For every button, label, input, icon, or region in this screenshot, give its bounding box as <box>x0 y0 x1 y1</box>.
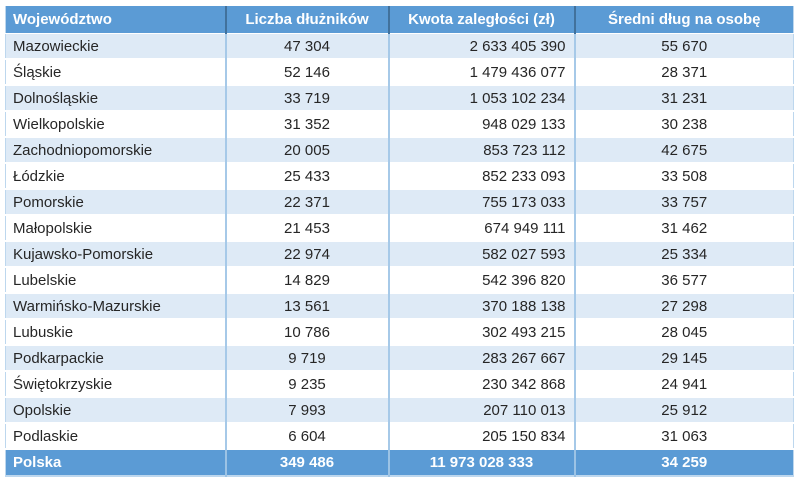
table-row: Świętokrzyskie 9 235 230 342 868 24 941 <box>5 371 794 397</box>
debtors-count-cell: 33 719 <box>224 85 389 111</box>
column-header-kwota-zaleglosci: Kwota zaległości (zł) <box>387 6 575 34</box>
average-debt-cell: 29 145 <box>573 345 794 371</box>
debtors-count-cell: 20 005 <box>224 137 389 163</box>
arrears-amount-cell: 283 267 667 <box>387 345 575 371</box>
table-row: Podlaskie 6 604 205 150 834 31 063 <box>5 423 794 449</box>
summary-average-debt-cell: 34 259 <box>573 449 794 476</box>
arrears-amount-cell: 582 027 593 <box>387 241 575 267</box>
debtors-count-cell: 9 719 <box>224 345 389 371</box>
summary-arrears-amount-cell: 11 973 028 333 <box>387 449 575 476</box>
average-debt-cell: 33 508 <box>573 163 794 189</box>
arrears-amount-cell: 370 188 138 <box>387 293 575 319</box>
table-row: Pomorskie 22 371 755 173 033 33 757 <box>5 189 794 215</box>
table-row: Śląskie 52 146 1 479 436 077 28 371 <box>5 59 794 85</box>
average-debt-cell: 42 675 <box>573 137 794 163</box>
summary-label-cell: Polska <box>5 449 226 476</box>
arrears-amount-cell: 853 723 112 <box>387 137 575 163</box>
debtors-count-cell: 25 433 <box>224 163 389 189</box>
table-row: Małopolskie 21 453 674 949 111 31 462 <box>5 215 794 241</box>
arrears-amount-cell: 542 396 820 <box>387 267 575 293</box>
voivodeship-name-cell: Lubuskie <box>13 323 74 341</box>
arrears-amount-cell: 302 493 215 <box>387 319 575 345</box>
arrears-amount-cell: 852 233 093 <box>387 163 575 189</box>
debtors-count-cell: 9 235 <box>224 371 389 397</box>
average-debt-cell: 28 371 <box>573 59 794 85</box>
arrears-amount-cell: 755 173 033 <box>387 189 575 215</box>
header-row: Województwo Liczba dłużników Kwota zaleg… <box>5 6 794 34</box>
arrears-amount-cell: 1 053 102 234 <box>387 85 575 111</box>
table-row: Opolskie 7 993 207 110 013 25 912 <box>5 397 794 423</box>
average-debt-cell: 33 757 <box>573 189 794 215</box>
arrears-amount-cell: 1 479 436 077 <box>387 59 575 85</box>
debtors-count-cell: 22 371 <box>224 189 389 215</box>
table-row: Łódzkie 25 433 852 233 093 33 508 <box>5 163 794 189</box>
arrears-amount-cell: 207 110 013 <box>387 397 575 423</box>
voivodeship-name-cell: Dolnośląskie <box>13 89 99 107</box>
voivodeship-name-cell: Podkarpackie <box>13 349 104 367</box>
debtors-count-cell: 31 352 <box>224 111 389 137</box>
average-debt-cell: 24 941 <box>573 371 794 397</box>
arrears-amount-cell: 230 342 868 <box>387 371 575 397</box>
column-header-wojewodztwo: Województwo <box>5 6 226 34</box>
debtors-count-cell: 22 974 <box>224 241 389 267</box>
voivodeship-name-cell: Małopolskie <box>13 219 93 237</box>
table-row: Warmińsko-Mazurskie 13 561 370 188 138 27 2… <box>5 293 794 319</box>
summary-row-polska: Polska 349 486 11 973 028 333 34 259 <box>5 449 794 476</box>
arrears-amount-cell: 205 150 834 <box>387 423 575 449</box>
summary-debtors-count-cell: 349 486 <box>224 449 389 476</box>
voivodeship-name-cell: Pomorskie <box>13 193 84 211</box>
debtors-count-cell: 13 561 <box>224 293 389 319</box>
table-row: Kujawsko-Pomorskie 22 974 582 027 593 25 33… <box>5 241 794 267</box>
debtors-count-cell: 7 993 <box>224 397 389 423</box>
table-footer: Polska 349 486 11 973 028 333 34 259 <box>5 449 794 476</box>
average-debt-cell: 55 670 <box>573 33 794 59</box>
table-row: Podkarpackie 9 719 283 267 667 29 145 <box>5 345 794 371</box>
voivodeship-name-cell: Łódzkie <box>13 167 65 185</box>
table-body: Mazowieckie 47 304 2 633 405 390 55 670 Śląs… <box>5 33 794 449</box>
column-header-sredni-dlug: Średni dług na osobę <box>573 6 794 34</box>
debtors-by-voivodeship-table: Województwo Liczba dłużników Kwota zaleg… <box>5 6 794 477</box>
table-row: Zachodniopomorskie 20 005 853 723 112 42 67… <box>5 137 794 163</box>
debtors-count-cell: 10 786 <box>224 319 389 345</box>
table-header: Województwo Liczba dłużników Kwota zaleg… <box>5 6 794 34</box>
voivodeship-name-cell: Świętokrzyskie <box>13 375 113 393</box>
voivodeship-name-cell: Warmińsko-Mazurskie <box>13 297 161 315</box>
arrears-amount-cell: 948 029 133 <box>387 111 575 137</box>
debtors-table-container: Województwo Liczba dłużników Kwota zaleg… <box>5 6 794 477</box>
average-debt-cell: 25 912 <box>573 397 794 423</box>
table-row: Lubuskie 10 786 302 493 215 28 045 <box>5 319 794 345</box>
voivodeship-name-cell: Lubelskie <box>13 271 77 289</box>
average-debt-cell: 25 334 <box>573 241 794 267</box>
voivodeship-name-cell: Podlaskie <box>13 427 79 445</box>
table-row: Mazowieckie 47 304 2 633 405 390 55 670 <box>5 33 794 59</box>
debtors-count-cell: 6 604 <box>224 423 389 449</box>
average-debt-cell: 27 298 <box>573 293 794 319</box>
table-row: Dolnośląskie 33 719 1 053 102 234 31 231 <box>5 85 794 111</box>
voivodeship-name-cell: Opolskie <box>13 401 72 419</box>
average-debt-cell: 31 462 <box>573 215 794 241</box>
table-row: Lubelskie 14 829 542 396 820 36 577 <box>5 267 794 293</box>
debtors-count-cell: 47 304 <box>224 33 389 59</box>
debtors-count-cell: 52 146 <box>224 59 389 85</box>
arrears-amount-cell: 674 949 111 <box>387 215 575 241</box>
average-debt-cell: 31 231 <box>573 85 794 111</box>
average-debt-cell: 31 063 <box>573 423 794 449</box>
voivodeship-name-cell: Mazowieckie <box>13 37 99 55</box>
voivodeship-name-cell: Kujawsko-Pomorskie <box>13 245 154 263</box>
voivodeship-name-cell: Śląskie <box>13 63 62 81</box>
table-row: Wielkopolskie 31 352 948 029 133 30 238 <box>5 111 794 137</box>
column-header-liczba-dluznikow: Liczba dłużników <box>224 6 389 34</box>
voivodeship-name-cell: Wielkopolskie <box>13 115 105 133</box>
average-debt-cell: 28 045 <box>573 319 794 345</box>
average-debt-cell: 30 238 <box>573 111 794 137</box>
debtors-count-cell: 14 829 <box>224 267 389 293</box>
average-debt-cell: 36 577 <box>573 267 794 293</box>
debtors-count-cell: 21 453 <box>224 215 389 241</box>
arrears-amount-cell: 2 633 405 390 <box>387 33 575 59</box>
voivodeship-name-cell: Zachodniopomorskie <box>13 141 153 159</box>
